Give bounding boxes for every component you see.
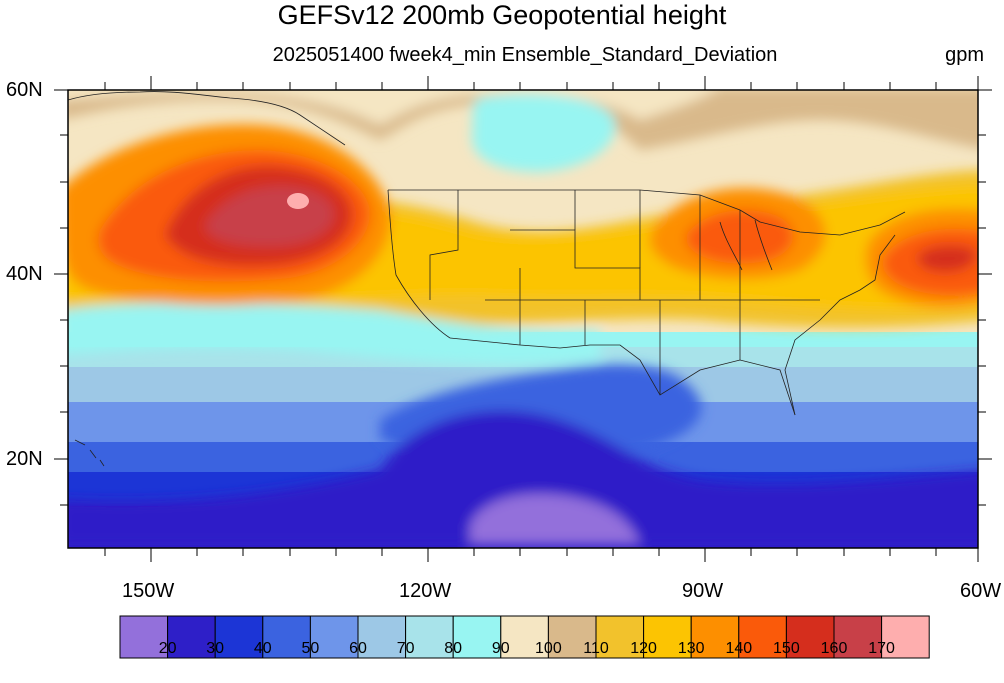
colorbar-tick-label: 140 <box>725 640 753 657</box>
colorbar-swatch <box>785 615 835 659</box>
lat-label-20n: 20N <box>6 448 43 470</box>
colorbar-swatch <box>167 615 216 659</box>
colorbar-tick-label: 100 <box>535 640 562 657</box>
map-title: GEFSv12 200mb Geopotential height <box>277 0 727 30</box>
colorbar-tick-label: 150 <box>773 640 800 657</box>
colorbar-swatch <box>881 615 930 659</box>
contour-field <box>68 90 978 548</box>
colorbar <box>119 615 930 659</box>
lon-label-150w: 150W <box>122 580 175 602</box>
lon-label-120w: 120W <box>399 580 452 602</box>
lon-label-90w: 90W <box>682 580 724 602</box>
map-frame <box>67 89 979 549</box>
colorbar-swatch <box>690 615 740 659</box>
colorbar-swatch <box>119 615 169 659</box>
colorbar-tick-label: 110 <box>583 640 609 657</box>
colorbar-tick-label: 30 <box>206 640 225 657</box>
colorbar-tick-label: 120 <box>630 640 657 657</box>
colorbar-tick-label: 170 <box>868 640 895 657</box>
axis-ticks <box>54 76 992 562</box>
colorbar-tick-label: 130 <box>677 640 705 657</box>
lon-label-60w: 60W <box>960 580 1002 602</box>
units-label: gpm <box>945 44 984 66</box>
colorbar-swatch <box>595 615 645 659</box>
colorbar-tick-label: 50 <box>301 640 320 657</box>
colorbar-tick-label: 20 <box>158 640 177 657</box>
colorbar-tick-label: 40 <box>253 640 272 657</box>
max-center-spot <box>287 193 309 209</box>
colorbar-tick-label: 80 <box>444 640 463 657</box>
colorbar-swatch <box>643 615 692 659</box>
lat-label-40n: 40N <box>6 263 43 285</box>
colorbar-tick-label: 90 <box>491 640 510 657</box>
colorbar-swatch <box>357 615 407 659</box>
colorbar-swatch <box>405 615 454 659</box>
lat-label-60n: 60N <box>6 79 43 101</box>
colorbar-swatch <box>452 615 502 659</box>
map-subtitle: 2025051400 fweek4_min Ensemble_Standard_… <box>272 44 778 66</box>
colorbar-tick-label: 70 <box>396 640 415 657</box>
coastline-outline <box>68 91 906 467</box>
colorbar-swatch <box>214 615 264 659</box>
colorbar-swatch <box>309 615 359 659</box>
colorbar-swatch <box>547 615 597 659</box>
colorbar-tick-label: 160 <box>820 640 848 657</box>
colorbar-tick-label: 60 <box>349 640 367 657</box>
